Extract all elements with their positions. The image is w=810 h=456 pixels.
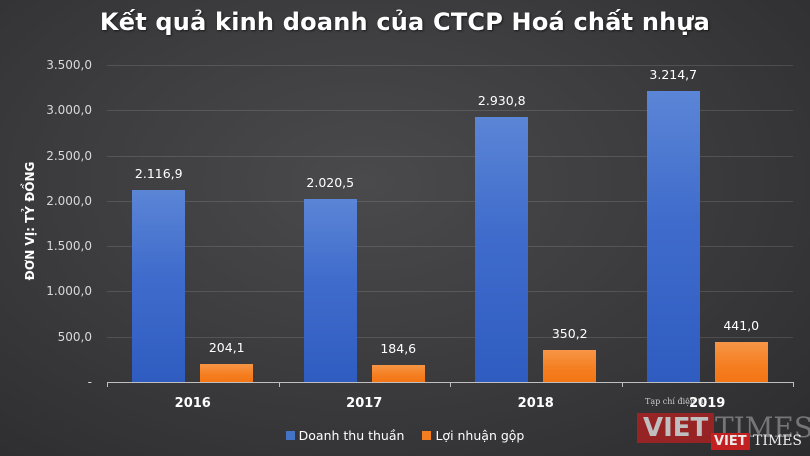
x-axis-tick bbox=[107, 382, 108, 387]
watermark-tagline: Tạp chí điện tử bbox=[645, 397, 706, 406]
watermark-viet: VIET bbox=[637, 413, 715, 443]
data-label: 441,0 bbox=[723, 318, 760, 334]
gridline bbox=[107, 246, 793, 248]
x-tick-label: 2016 bbox=[174, 396, 211, 411]
bar-revenue bbox=[132, 190, 186, 382]
gridline bbox=[107, 110, 793, 112]
data-label: 184,6 bbox=[380, 341, 417, 357]
bar-gross-profit bbox=[714, 342, 768, 382]
gridline bbox=[107, 65, 793, 66]
legend-label-gross-profit: Lợi nhuận gộp bbox=[435, 428, 525, 443]
y-tick-label: 3.000,0 bbox=[46, 103, 92, 118]
y-tick-label: 2.500,0 bbox=[46, 148, 92, 163]
bar-revenue bbox=[303, 199, 357, 382]
chart-title: Kết quả kinh doanh của CTCP Hoá chất nhự… bbox=[99, 8, 711, 36]
legend-swatch-revenue bbox=[285, 431, 295, 440]
bar-gross-profit bbox=[371, 365, 425, 382]
gridline bbox=[107, 291, 793, 293]
gridline bbox=[107, 336, 793, 338]
watermark-viet-small: VIET bbox=[711, 433, 750, 450]
y-tick-label: 2.000,0 bbox=[46, 193, 92, 208]
watermark-times-small: TIMES bbox=[753, 433, 803, 449]
x-axis-tick bbox=[793, 382, 794, 387]
x-axis-tick bbox=[278, 382, 280, 387]
gridline bbox=[107, 200, 793, 202]
legend-item-revenue: Doanh thu thuần bbox=[285, 428, 405, 443]
legend: Doanh thu thuần Lợi nhuận gộp bbox=[0, 428, 810, 443]
y-tick-label: - bbox=[87, 375, 92, 389]
data-label: 204,1 bbox=[208, 339, 245, 355]
data-label: 2.020,5 bbox=[306, 175, 355, 190]
gridline bbox=[107, 155, 793, 157]
data-label: 350,2 bbox=[551, 326, 588, 342]
x-tick-label: 2017 bbox=[346, 396, 383, 411]
legend-label-revenue: Doanh thu thuần bbox=[298, 428, 405, 443]
y-tick-label: 1.000,0 bbox=[46, 284, 92, 299]
data-label: 2.930,8 bbox=[477, 92, 526, 108]
bar-revenue bbox=[475, 116, 529, 382]
data-label: 3.214,7 bbox=[649, 66, 698, 82]
y-tick-label: 1.500,0 bbox=[46, 239, 92, 254]
viettimes-watermark: Tạp chí điện tử VIET TIMES VIET TIMES bbox=[635, 395, 810, 456]
bar-gross-profit bbox=[543, 350, 597, 382]
y-tick-label: 500,0 bbox=[57, 329, 92, 344]
y-axis-label: ĐƠN VỊ: TỶ ĐỒNG bbox=[23, 161, 37, 281]
bar-revenue bbox=[646, 90, 700, 382]
x-axis-tick bbox=[450, 382, 451, 387]
legend-swatch-gross-profit bbox=[422, 431, 432, 440]
x-tick-label: 2018 bbox=[517, 396, 554, 411]
bar-gross-profit bbox=[200, 363, 254, 382]
x-axis-tick bbox=[621, 382, 623, 387]
data-label: 2.116,9 bbox=[134, 166, 183, 182]
y-tick-label: 3.500,0 bbox=[46, 58, 92, 72]
x-tick-label: 2019 bbox=[689, 396, 726, 411]
legend-item-gross-profit: Lợi nhuận gộp bbox=[422, 428, 524, 443]
